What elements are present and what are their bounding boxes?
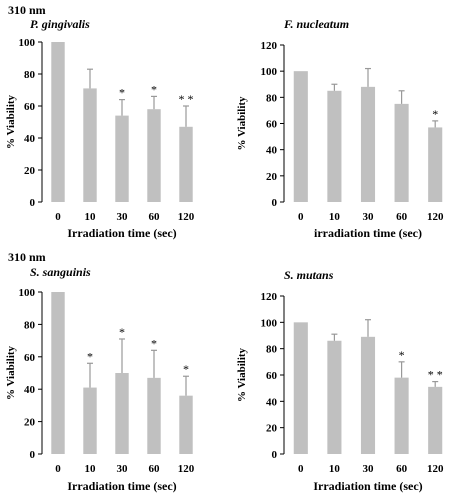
section-label-bottom: 310 nm (8, 250, 46, 264)
x-tick-label: 0 (55, 211, 61, 223)
y-tick-label: 60 (24, 101, 36, 113)
bar (147, 109, 161, 202)
x-axis-label: Irradiation time (sec) (67, 479, 176, 493)
significance-label: * (151, 82, 157, 96)
y-tick-label: 80 (266, 92, 278, 104)
chart-title: F. nucleatum (283, 17, 349, 31)
bar (360, 336, 376, 454)
y-tick-label: 0 (272, 449, 278, 461)
x-tick-label: 30 (117, 211, 129, 223)
y-tick-label: 40 (266, 145, 278, 157)
x-tick-label: 60 (396, 211, 408, 223)
y-tick-label: 80 (24, 319, 36, 331)
y-axis-label: % Viability (236, 96, 248, 151)
y-tick-label: 20 (24, 417, 36, 429)
x-tick-label: 120 (178, 211, 195, 223)
y-tick-label: 0 (30, 197, 36, 209)
bar (179, 126, 193, 202)
significance-label: * (119, 325, 125, 339)
bar (179, 395, 193, 454)
x-axis-label: Irradiation time (sec) (313, 479, 422, 493)
bar (394, 377, 409, 454)
significance-label: * (87, 349, 93, 363)
bar (83, 88, 97, 202)
x-tick-label: 10 (329, 211, 341, 223)
y-tick-label: 80 (266, 344, 278, 356)
y-axis-label: % Viability (5, 345, 17, 400)
x-tick-label: 60 (149, 211, 161, 223)
y-tick-label: 80 (24, 69, 36, 81)
significance-label: * (151, 336, 157, 350)
section-label-top: 310 nm (8, 3, 46, 17)
x-tick-label: 30 (363, 211, 375, 223)
bar (293, 71, 308, 203)
bar (147, 377, 161, 454)
bar (293, 322, 308, 454)
x-tick-label: 120 (178, 463, 195, 475)
y-tick-label: 120 (261, 40, 278, 52)
significance-label: * * (179, 92, 194, 106)
y-tick-label: 60 (266, 119, 278, 131)
x-tick-label: 60 (396, 463, 408, 475)
y-tick-label: 20 (24, 165, 36, 177)
y-tick-label: 0 (272, 197, 278, 209)
x-tick-label: 120 (427, 211, 444, 223)
y-tick-label: 40 (266, 396, 278, 408)
chart-title: S. mutans (284, 268, 334, 282)
bar (51, 42, 65, 202)
x-tick-label: 120 (427, 463, 444, 475)
chart-title: S. sanguinis (30, 265, 91, 279)
x-tick-label: 0 (55, 463, 61, 475)
y-tick-label: 20 (266, 171, 278, 183)
significance-label: * (119, 86, 125, 100)
significance-label: * (399, 348, 405, 362)
y-tick-label: 120 (261, 291, 278, 303)
x-tick-label: 0 (298, 211, 304, 223)
y-tick-label: 20 (266, 423, 278, 435)
chart-title: P. gingivalis (30, 17, 90, 31)
x-tick-label: 30 (117, 463, 129, 475)
x-tick-label: 60 (149, 463, 161, 475)
x-axis-label: irradiation time (sec) (314, 226, 422, 240)
bar (115, 115, 129, 202)
bar (51, 292, 65, 454)
bar (428, 127, 443, 202)
y-tick-label: 0 (30, 449, 36, 461)
y-axis-label: % Viability (236, 347, 248, 402)
y-axis-label: % Viability (5, 94, 17, 149)
x-tick-label: 10 (329, 463, 341, 475)
bar (360, 86, 376, 202)
y-tick-label: 60 (24, 352, 36, 364)
x-tick-label: 0 (298, 463, 304, 475)
y-tick-label: 40 (24, 384, 36, 396)
y-tick-label: 100 (261, 66, 278, 78)
significance-label: * * (428, 368, 443, 382)
significance-label: * (183, 362, 189, 376)
bar (327, 90, 342, 202)
bar (115, 373, 129, 454)
y-tick-label: 40 (24, 133, 36, 145)
x-tick-label: 30 (363, 463, 375, 475)
significance-label: * (432, 107, 438, 121)
bar (83, 387, 97, 454)
x-tick-label: 10 (85, 211, 97, 223)
y-tick-label: 100 (261, 317, 278, 329)
x-axis-label: Irradiation time (sec) (67, 226, 176, 240)
y-tick-label: 100 (19, 287, 36, 299)
bar (394, 103, 409, 202)
y-tick-label: 100 (19, 37, 36, 49)
y-tick-label: 60 (266, 370, 278, 382)
bar (428, 386, 443, 454)
x-tick-label: 10 (85, 463, 97, 475)
bar (327, 340, 342, 454)
